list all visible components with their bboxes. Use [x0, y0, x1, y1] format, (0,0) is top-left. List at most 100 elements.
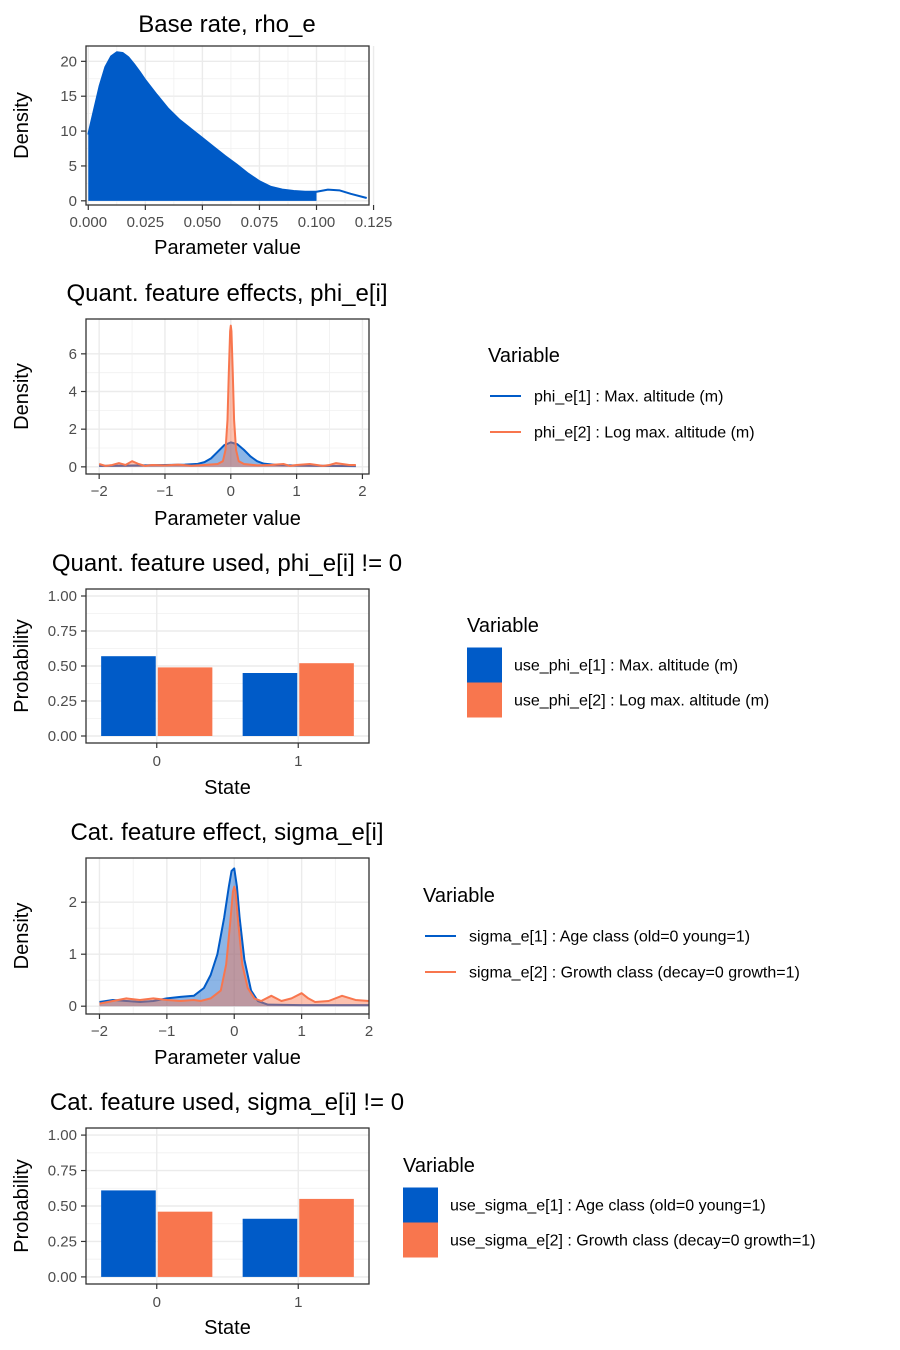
legend-label-1: use_phi_e[1] : Max. altitude (m)	[514, 658, 738, 675]
x-axis-label: State	[204, 777, 251, 799]
density-area-series-2	[99, 886, 369, 1007]
y-axis-label: Probability	[11, 1159, 33, 1252]
x-axis-label: Parameter value	[154, 508, 301, 530]
x-tick-label: 0.025	[127, 214, 165, 231]
y-tick-label: 10	[60, 123, 77, 140]
x-axis-label: State	[204, 1317, 251, 1339]
x-tick-label: −2	[91, 483, 108, 500]
x-tick-label: 1	[292, 483, 300, 500]
y-tick-label: 4	[69, 384, 77, 401]
y-tick-label: 0.00	[48, 728, 77, 745]
bar-series-1-state-0	[101, 656, 156, 736]
legend-label-2: sigma_e[2] : Growth class (decay=0 growt…	[469, 965, 800, 982]
legend: Variable phi_e[1] : Max. altitude (m) phi_…	[488, 345, 755, 442]
chart-3: 0.00 0.25 0.50 0.75 1.00 0 1 Quant. feature use…	[11, 550, 769, 799]
x-tick-label: −1	[156, 483, 173, 500]
x-tick-label: 0	[230, 1023, 238, 1040]
x-tick-label: 1	[294, 1294, 302, 1311]
y-tick-label: 5	[69, 158, 77, 175]
y-tick-label: 1.00	[48, 1127, 77, 1144]
chart-5: 0.00 0.25 0.50 0.75 1.00 0 1 Cat. feature used,…	[11, 1089, 816, 1339]
density-line-series-1	[99, 867, 369, 1007]
x-tick-label: 0.125	[355, 214, 393, 231]
density-line-series-2	[98, 324, 356, 467]
y-tick-label: 0.50	[48, 658, 77, 675]
density-line-series-1	[87, 51, 367, 199]
y-tick-label: 2	[69, 421, 77, 438]
y-tick-label: 0.25	[48, 693, 77, 710]
bar-series-2-state-0	[157, 667, 213, 736]
y-tick-label: 20	[60, 53, 77, 70]
chart-title: Cat. feature used, sigma_e[i] != 0	[50, 1089, 404, 1116]
legend-label-2: use_phi_e[2] : Log max. altitude (m)	[514, 693, 769, 710]
y-tick-label: 0.25	[48, 1233, 77, 1250]
legend-key-box-2	[403, 1222, 438, 1258]
chart-title: Quant. feature effects, phi_e[i]	[66, 280, 387, 307]
x-axis-label: Parameter value	[154, 1047, 301, 1069]
y-axis-label: Density	[11, 363, 33, 430]
x-tick-label: 0	[153, 753, 161, 770]
x-tick-label: 0	[227, 483, 235, 500]
x-tick-label: 0.075	[241, 214, 279, 231]
legend-label-2: phi_e[2] : Log max. altitude (m)	[534, 425, 755, 442]
x-tick-label: 2	[365, 1023, 373, 1040]
bar-series-1-state-1	[242, 1218, 298, 1277]
chart-title: Cat. feature effect, sigma_e[i]	[70, 819, 383, 846]
y-tick-label: 2	[69, 894, 77, 911]
x-tick-label: 2	[358, 483, 366, 500]
density-area-series-1	[88, 52, 317, 201]
x-tick-label: −2	[91, 1023, 108, 1040]
x-tick-label: 0	[153, 1294, 161, 1311]
x-tick-label: 1	[297, 1023, 305, 1040]
legend-title: Variable	[488, 345, 560, 367]
legend-label-1: use_sigma_e[1] : Age class (old=0 young=…	[450, 1198, 766, 1215]
x-tick-label: 0.000	[70, 214, 108, 231]
y-tick-label: 0	[69, 998, 77, 1015]
y-tick-label: 0.00	[48, 1269, 77, 1286]
y-tick-label: 0.50	[48, 1198, 77, 1215]
chart-1: 0 5 10 15 20 0.000 0.025 0.050 0.075 0.100 0.125 Ba…	[11, 11, 392, 259]
bar-series-2-state-1	[299, 1198, 354, 1277]
legend-title: Variable	[467, 615, 539, 637]
legend-title: Variable	[423, 885, 495, 907]
panel-border	[85, 45, 370, 206]
y-tick-label: 0.75	[48, 623, 77, 640]
legend-title: Variable	[403, 1155, 475, 1177]
legend-label-1: sigma_e[1] : Age class (old=0 young=1)	[469, 929, 750, 946]
legend-label-1: phi_e[1] : Max. altitude (m)	[534, 389, 723, 406]
y-tick-label: 1.00	[48, 588, 77, 605]
legend: Variable use_sigma_e[1] : Age class (old=…	[403, 1155, 816, 1258]
bar-series-2-state-0	[157, 1211, 213, 1277]
y-axis-label: Density	[11, 92, 33, 159]
bar-series-1-state-1	[242, 673, 298, 736]
density-area-series-1	[99, 442, 356, 467]
chart-2: 0 2 4 6 −2 −1 0 1 2 Quant. feature effects, phi_e…	[11, 280, 755, 530]
density-area-series-1	[99, 868, 369, 1007]
legend-label-2: use_sigma_e[2] : Growth class (decay=0 g…	[450, 1233, 816, 1250]
y-axis-label: Density	[11, 903, 33, 970]
x-tick-label: −1	[158, 1023, 175, 1040]
bar-series-2-state-1	[299, 663, 354, 736]
bar-series-1-state-0	[101, 1190, 156, 1277]
x-tick-label: 0.050	[184, 214, 222, 231]
legend-key-box-1	[467, 647, 502, 683]
y-tick-label: 0.75	[48, 1163, 77, 1180]
y-tick-label: 0	[69, 193, 77, 210]
panel-border	[85, 857, 370, 1015]
x-axis-label: Parameter value	[154, 237, 301, 259]
x-tick-label: 1	[294, 753, 302, 770]
chart-title: Quant. feature used, phi_e[i] != 0	[52, 550, 402, 577]
legend: Variable use_phi_e[1] : Max. altitude (m)…	[467, 615, 769, 718]
legend: Variable sigma_e[1] : Age class (old=0 yo…	[423, 885, 800, 982]
legend-key-box-1	[403, 1187, 438, 1223]
y-tick-label: 0	[69, 459, 77, 476]
density-area-series-2	[99, 325, 356, 467]
legend-key-box-2	[467, 682, 502, 718]
y-axis-label: Probability	[11, 619, 33, 712]
y-tick-label: 15	[60, 88, 77, 105]
chart-title: Base rate, rho_e	[138, 11, 315, 38]
chart-4: 0 1 2 −2 −1 0 1 2 Cat. feature effect, sigma_e[i…	[11, 819, 800, 1069]
y-tick-label: 6	[69, 346, 77, 363]
x-tick-label: 0.100	[298, 214, 336, 231]
